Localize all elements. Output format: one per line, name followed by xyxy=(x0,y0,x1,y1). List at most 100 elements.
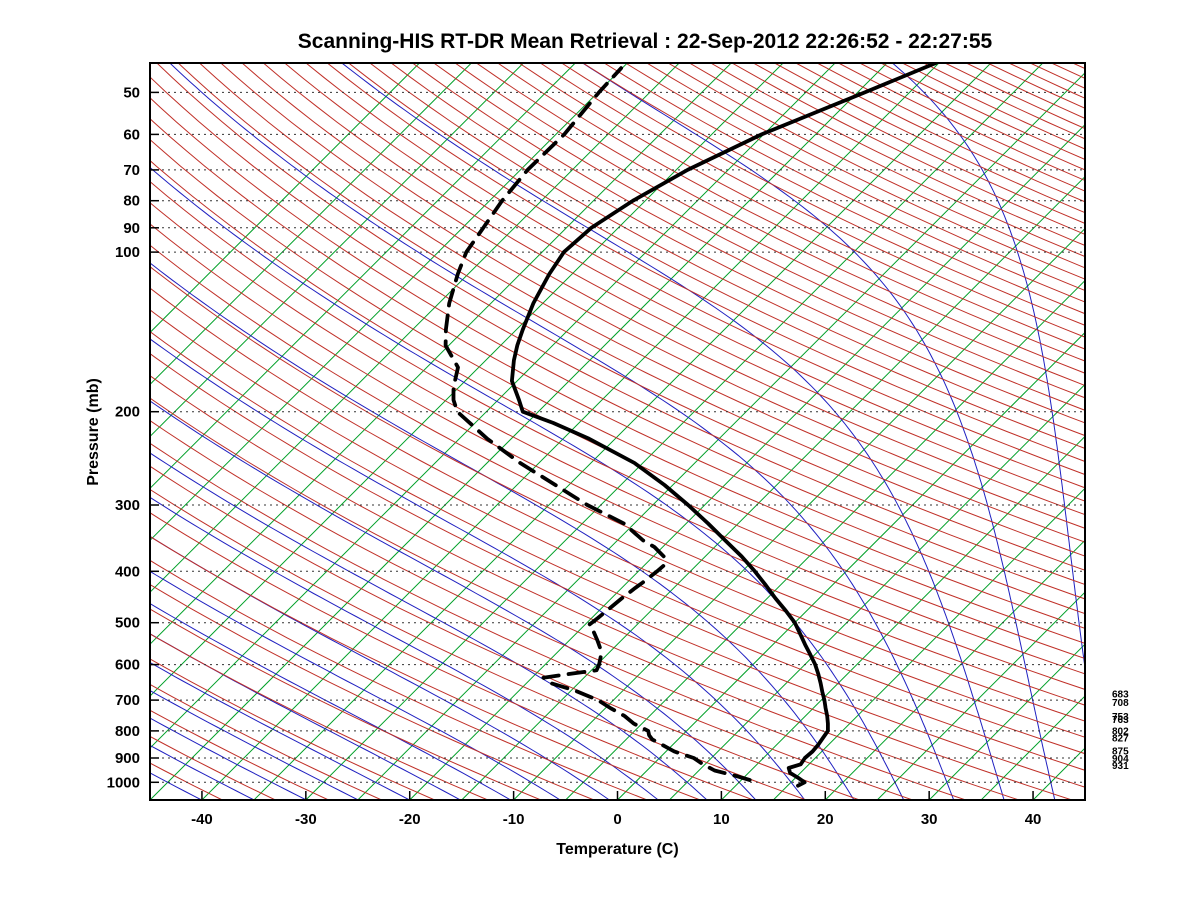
moist-adiabat-line xyxy=(150,603,511,800)
pressure-tick-label: 700 xyxy=(115,692,140,709)
dry-adiabat-line xyxy=(1158,63,1200,800)
isotherm-line xyxy=(150,63,680,593)
level-label: 708 xyxy=(1112,698,1129,709)
temperature-tick-label: 20 xyxy=(817,811,834,828)
dry-adiabat-line xyxy=(150,633,488,800)
dry-adiabat-line xyxy=(150,181,1085,660)
moist-adiabat-line xyxy=(0,63,43,800)
level-label: 753 xyxy=(1112,712,1129,723)
moist-adiabat-line xyxy=(150,570,561,800)
dry-adiabat-line xyxy=(689,63,1085,258)
dry-adiabat-line xyxy=(150,223,1085,690)
level-label: 931 xyxy=(1112,761,1129,772)
dry-adiabat-line xyxy=(966,63,1085,119)
moist-adiabat-line xyxy=(0,63,96,800)
dry-adiabat-line xyxy=(150,118,1085,615)
dry-adiabat-line xyxy=(518,63,1085,350)
temperature-tick-label: -20 xyxy=(399,811,421,828)
dry-adiabat-line xyxy=(150,266,1085,722)
dry-adiabat-line xyxy=(1094,63,1200,800)
dry-adiabat-line xyxy=(1137,63,1200,800)
dry-adiabat-line xyxy=(646,63,1085,280)
isotherm-line xyxy=(1084,799,1085,800)
temperature-tick-label: 40 xyxy=(1025,811,1042,828)
moist-adiabat-line xyxy=(169,63,955,800)
isotherm-line xyxy=(150,63,420,334)
dry-adiabat-line xyxy=(625,63,1085,292)
dry-adiabat-line xyxy=(944,63,1085,130)
pressure-tick-label: 400 xyxy=(115,563,140,580)
dry-adiabat-line xyxy=(710,63,1085,246)
dry-adiabat-line xyxy=(199,63,1085,543)
level-label: 904 xyxy=(1112,754,1129,765)
dry-adiabat-lines xyxy=(150,63,1200,800)
pressure-tick-label: 60 xyxy=(123,126,140,143)
dry-adiabat-line xyxy=(667,63,1085,269)
temperature-tick-label: -10 xyxy=(503,811,525,828)
dry-adiabat-line xyxy=(540,63,1085,338)
dry-adiabat-line xyxy=(150,97,1085,600)
dry-adiabat-line xyxy=(305,63,1085,476)
moist-adiabat-lines xyxy=(0,63,1085,800)
moist-adiabat-line xyxy=(150,496,659,800)
dry-adiabat-line xyxy=(582,63,1085,315)
dry-adiabat-line xyxy=(150,583,595,800)
isotherm-line xyxy=(980,695,1085,800)
dry-adiabat-line xyxy=(150,420,966,800)
isotherm-line xyxy=(824,539,1085,800)
moist-adiabat-line xyxy=(150,452,708,800)
moist-adiabat-line xyxy=(150,338,806,800)
pressure-tick-label: 300 xyxy=(115,497,140,514)
temperature-profile xyxy=(509,63,938,788)
isotherm-line xyxy=(150,63,472,386)
dry-adiabat-line xyxy=(150,559,648,800)
dry-adiabat-line xyxy=(731,63,1085,235)
dry-adiabat-line xyxy=(156,63,1085,571)
dry-adiabat-line xyxy=(150,683,382,800)
isotherm-line xyxy=(150,63,732,645)
dry-adiabat-line xyxy=(241,63,1085,516)
pressure-tick-label: 70 xyxy=(123,162,140,179)
dry-adiabat-line xyxy=(433,63,1085,399)
moist-adiabat-line xyxy=(341,63,1005,800)
dry-adiabat-line xyxy=(150,353,1085,788)
moist-adiabat-line xyxy=(150,661,410,800)
isotherm-line xyxy=(150,63,836,749)
dry-adiabat-line xyxy=(150,159,1085,644)
isotherm-line xyxy=(928,643,1085,800)
dry-adiabat-line xyxy=(284,63,1085,489)
dry-adiabat-line xyxy=(603,63,1085,303)
isotherm-line xyxy=(150,63,524,438)
level-label: 683 xyxy=(1112,690,1129,701)
isotherm-line xyxy=(721,435,1085,800)
isotherm-line xyxy=(150,63,628,542)
moist-adiabat-line xyxy=(150,535,610,800)
isotherm-line xyxy=(876,591,1085,800)
dry-adiabat-line xyxy=(263,63,1085,502)
dry-adiabat-line xyxy=(369,63,1085,437)
level-label: 827 xyxy=(1112,734,1129,745)
axis-ticks xyxy=(150,91,1034,800)
temperature-tick-label: -30 xyxy=(295,811,317,828)
pressure-tick-label: 200 xyxy=(115,404,140,421)
dry-adiabat-line xyxy=(454,63,1085,387)
dry-adiabat-line xyxy=(923,63,1085,140)
pressure-tick-label: 80 xyxy=(123,193,140,210)
dry-adiabat-line xyxy=(150,202,1085,675)
moist-adiabat-line xyxy=(150,166,905,800)
dry-adiabat-line xyxy=(150,138,1085,629)
x-axis-label: Temperature (C) xyxy=(556,841,679,858)
isotherm-line xyxy=(305,63,1044,800)
dry-adiabat-line xyxy=(348,63,1085,449)
moist-adiabat-line xyxy=(891,63,1085,672)
chart-title: Scanning-HIS RT-DR Mean Retrieval : 22-S… xyxy=(297,30,993,53)
pressure-tick-label: 1000 xyxy=(107,774,140,791)
moist-adiabat-line xyxy=(150,772,202,800)
dry-adiabat-line xyxy=(150,488,807,800)
pressure-tick-label: 800 xyxy=(115,723,140,740)
isotherm-line xyxy=(461,175,1085,800)
dry-adiabat-line xyxy=(561,63,1085,326)
